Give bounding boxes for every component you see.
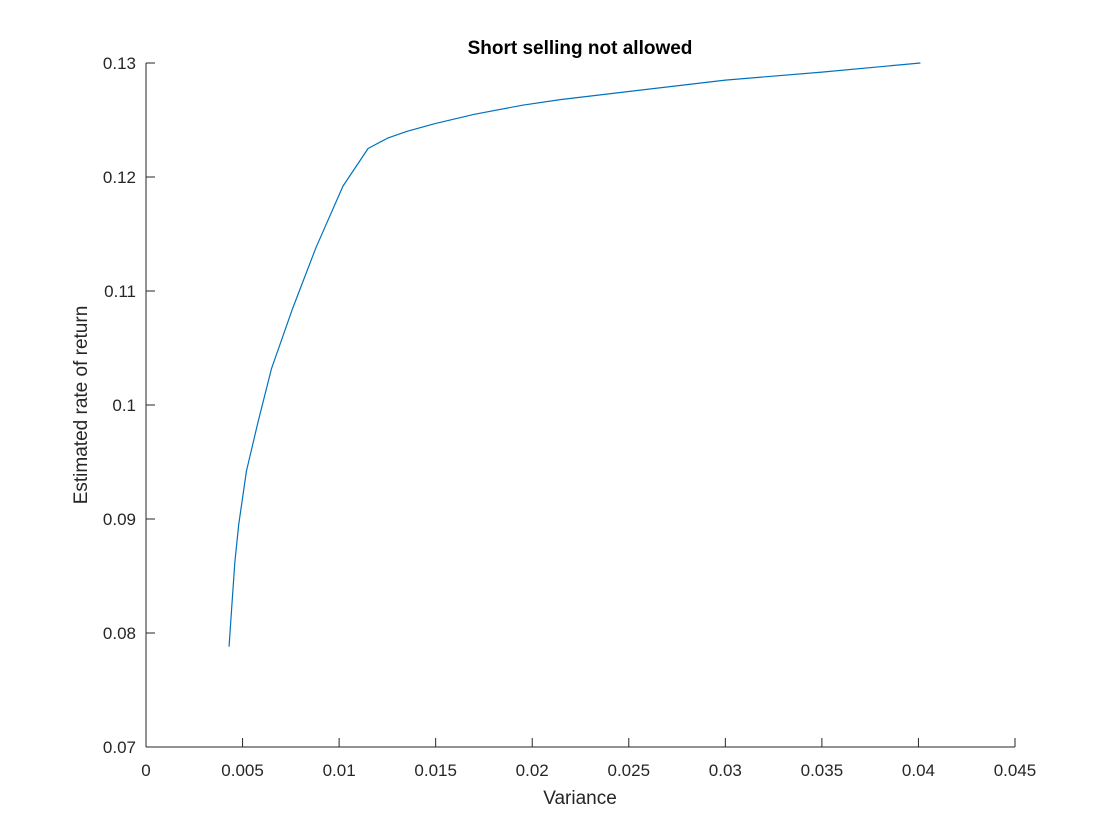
y-tick-label: 0.09 xyxy=(103,510,136,529)
y-tick-label: 0.12 xyxy=(103,168,136,187)
chart-title: Short selling not allowed xyxy=(468,38,693,59)
series-group xyxy=(228,62,921,647)
y-ticks: 0.07 0.08 0.09 0.1 0.11 0.12 0.13 xyxy=(103,54,155,757)
x-tick-label: 0 xyxy=(141,761,150,780)
x-tick-label: 0.03 xyxy=(709,761,742,780)
x-tick-label: 0.005 xyxy=(221,761,264,780)
x-axis-label: Variance xyxy=(543,788,617,809)
y-tick-label: 0.08 xyxy=(103,624,136,643)
efficient-frontier-line xyxy=(228,62,921,647)
x-tick-label: 0.045 xyxy=(994,761,1037,780)
y-tick-label: 0.13 xyxy=(103,54,136,73)
x-tick-label: 0.035 xyxy=(801,761,844,780)
y-tick-label: 0.11 xyxy=(104,282,136,301)
y-axis-label: Estimated rate of return xyxy=(71,306,92,505)
x-tick-label: 0.02 xyxy=(516,761,549,780)
x-tick-label: 0.04 xyxy=(902,761,935,780)
x-tick-label: 0.025 xyxy=(608,761,651,780)
y-tick-label: 0.1 xyxy=(112,396,136,415)
y-tick-label: 0.07 xyxy=(103,738,136,757)
x-ticks: 0 0.005 0.01 0.015 0.02 0.025 0.03 0.035 0.04 0.0… xyxy=(141,738,1036,780)
x-tick-label: 0.01 xyxy=(323,761,356,780)
x-tick-label: 0.015 xyxy=(414,761,457,780)
